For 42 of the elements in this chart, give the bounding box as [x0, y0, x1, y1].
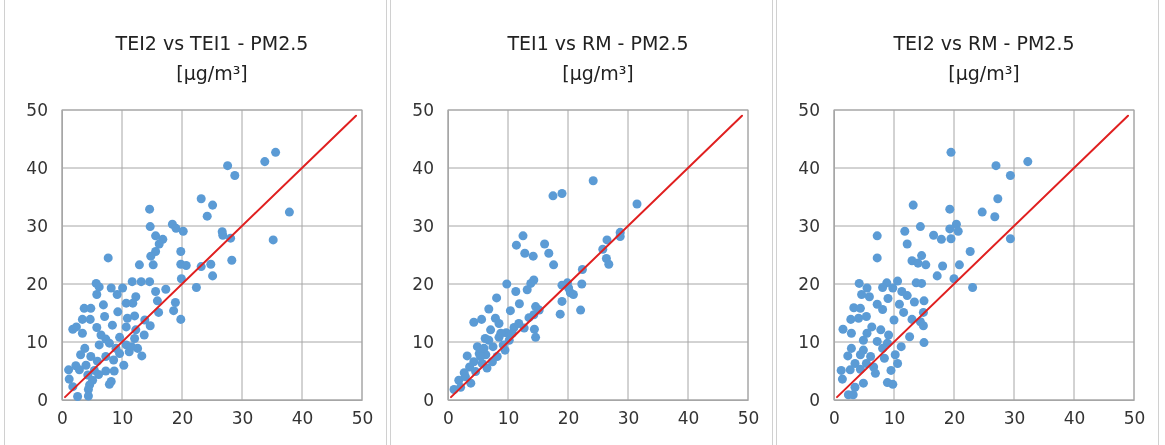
x-tick-label: 10	[497, 408, 520, 429]
y-tick-label: 10	[412, 331, 434, 352]
x-tick-label: 0	[443, 408, 454, 429]
x-tick-label: 50	[737, 408, 760, 429]
y-tick-label: 20	[412, 273, 434, 294]
x-tick-label: 40	[1063, 408, 1086, 429]
x-tick-label: 0	[829, 408, 840, 429]
chart-subtitle: [µg/m³]	[948, 62, 1020, 84]
x-tick-label: 30	[231, 408, 254, 429]
y-tick-label: 10	[26, 331, 48, 352]
y-tick-label: 10	[798, 331, 820, 352]
x-tick-label: 0	[57, 408, 68, 429]
chart-title: TEI2 vs TEI1 - PM2.5	[114, 32, 309, 54]
y-tick-label: 0	[37, 389, 48, 410]
x-tick-label: 10	[883, 408, 906, 429]
chart-title: TEI1 vs RM - PM2.5	[506, 32, 689, 54]
x-tick-label: 30	[617, 408, 640, 429]
y-tick-label: 40	[412, 157, 434, 178]
y-tick-label: 50	[798, 99, 820, 120]
y-tick-label: 0	[809, 389, 820, 410]
y-tick-label: 30	[798, 215, 820, 236]
y-tick-label: 20	[798, 273, 820, 294]
y-tick-label: 50	[26, 99, 48, 120]
x-tick-label: 40	[291, 408, 314, 429]
x-tick-label: 50	[1123, 408, 1146, 429]
x-tick-label: 20	[943, 408, 966, 429]
x-tick-label: 50	[351, 408, 374, 429]
y-tick-label: 40	[798, 157, 820, 178]
chart-title: TEI2 vs RM - PM2.5	[892, 32, 1075, 54]
x-tick-label: 30	[1003, 408, 1026, 429]
chart-subtitle: [µg/m³]	[562, 62, 634, 84]
y-tick-label: 30	[412, 215, 434, 236]
y-tick-label: 50	[412, 99, 434, 120]
x-tick-label: 20	[171, 408, 194, 429]
y-tick-label: 40	[26, 157, 48, 178]
y-tick-label: 20	[26, 273, 48, 294]
chart-subtitle: [µg/m³]	[176, 62, 248, 84]
y-tick-label: 30	[26, 215, 48, 236]
y-tick-label: 0	[423, 389, 434, 410]
x-tick-label: 20	[557, 408, 580, 429]
x-tick-label: 10	[111, 408, 134, 429]
x-tick-label: 40	[677, 408, 700, 429]
